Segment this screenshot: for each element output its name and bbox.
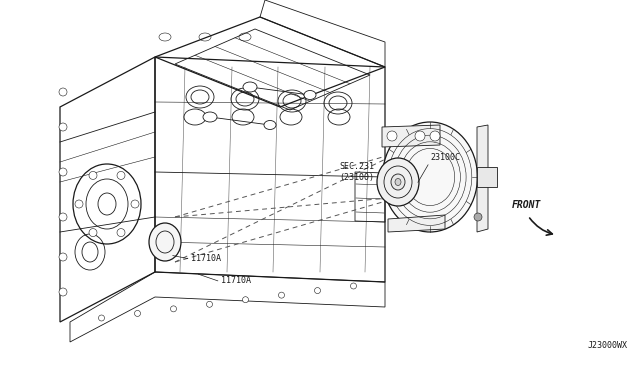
Circle shape (59, 288, 67, 296)
Bar (477, 167, 497, 187)
Polygon shape (388, 215, 445, 232)
Circle shape (170, 306, 177, 312)
Ellipse shape (149, 223, 181, 261)
Circle shape (59, 253, 67, 261)
Circle shape (99, 315, 104, 321)
Ellipse shape (391, 174, 405, 190)
Circle shape (387, 131, 397, 141)
Ellipse shape (243, 82, 257, 92)
Circle shape (117, 228, 125, 237)
Ellipse shape (304, 90, 316, 99)
Text: 11710A: 11710A (191, 254, 221, 263)
Ellipse shape (264, 121, 276, 129)
Text: 23100C: 23100C (430, 153, 460, 162)
Text: 11710A: 11710A (221, 276, 251, 285)
Ellipse shape (203, 112, 217, 122)
Circle shape (59, 213, 67, 221)
Ellipse shape (377, 158, 419, 206)
Text: FRONT: FRONT (512, 200, 541, 210)
Circle shape (131, 200, 139, 208)
Circle shape (207, 301, 212, 307)
Circle shape (278, 292, 285, 298)
Circle shape (351, 283, 356, 289)
Ellipse shape (383, 122, 477, 232)
Circle shape (117, 171, 125, 179)
Text: SEC.231
(23100): SEC.231 (23100) (340, 162, 374, 182)
Circle shape (59, 123, 67, 131)
Circle shape (59, 168, 67, 176)
Polygon shape (382, 125, 440, 147)
Polygon shape (477, 125, 488, 232)
Text: J23000WX: J23000WX (588, 341, 627, 350)
Circle shape (243, 297, 248, 303)
Circle shape (75, 200, 83, 208)
Circle shape (134, 310, 141, 317)
Circle shape (314, 288, 321, 294)
Circle shape (89, 228, 97, 237)
Circle shape (474, 213, 482, 221)
Circle shape (415, 131, 425, 141)
Circle shape (89, 171, 97, 179)
Circle shape (59, 88, 67, 96)
Ellipse shape (395, 179, 401, 186)
Circle shape (430, 131, 440, 141)
